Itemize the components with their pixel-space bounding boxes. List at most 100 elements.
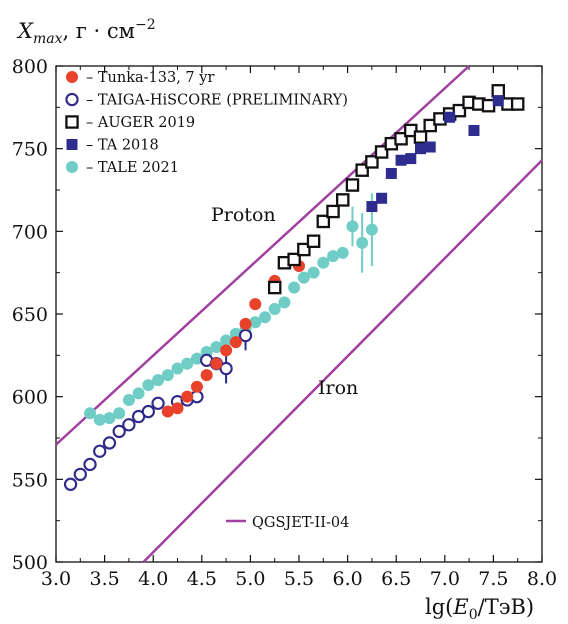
tale-2021-point <box>356 236 369 249</box>
ta-2018-point <box>395 154 407 166</box>
tale-2021-point <box>93 413 106 426</box>
legend-marker <box>66 71 78 83</box>
ta-2018-point <box>376 192 388 204</box>
proton-annotation: Proton <box>211 204 276 226</box>
tale-2021-point <box>327 250 340 263</box>
tunka-133-7-yr-point <box>171 402 184 415</box>
y-tick-label: 700 <box>12 221 48 243</box>
x-axis-title: lg(E0/ТэВ) <box>425 595 534 623</box>
x-tick-label: 5.5 <box>284 568 314 590</box>
tale-2021-point <box>258 311 271 324</box>
auger-2019-point <box>374 145 389 159</box>
tale-2021-point <box>181 357 194 370</box>
y-axis-title: Xmax, г · см−2 <box>16 17 156 47</box>
tale-2021-point <box>220 334 233 347</box>
tale-2021-point <box>142 379 155 392</box>
legend-marker <box>65 115 79 129</box>
ta-2018-point <box>366 201 378 213</box>
tunka-133-7-yr-point <box>229 336 242 349</box>
iron-model-line <box>142 159 543 563</box>
auger-2019-point <box>413 130 428 144</box>
ta-2018-point <box>415 143 426 155</box>
auger-2019-point <box>345 178 360 192</box>
auger-2019-point <box>316 214 331 229</box>
taiga-hiscore-preliminary-point <box>102 436 117 450</box>
tunka-133-7-yr-point <box>210 357 223 370</box>
tale-2021-point <box>161 369 174 382</box>
auger-2019-point <box>394 131 408 146</box>
tunka-133-7-yr-point <box>249 298 262 311</box>
tale-2021-point <box>365 223 378 236</box>
tale-2021-point <box>288 281 301 294</box>
taiga-hiscore-preliminary-point <box>238 328 253 343</box>
tale-2021-point <box>268 303 281 316</box>
auger-2019-point <box>335 193 350 207</box>
legend-label: – Tunka-133, 7 yr <box>86 70 214 86</box>
tunka-133-7-yr-point <box>161 405 174 418</box>
y-tick-label: 750 <box>12 139 48 161</box>
x-tick-label: 6.5 <box>381 568 411 590</box>
tale-2021-point <box>346 220 359 233</box>
ta-2018-point <box>468 124 480 136</box>
auger-2019-point <box>287 252 301 267</box>
ta-2018-point <box>424 141 436 153</box>
x-tick-label: 4.0 <box>138 568 168 590</box>
ta-2018-point <box>444 111 456 123</box>
taiga-hiscore-preliminary-point <box>151 396 165 410</box>
tunka-133-7-yr-point <box>200 369 213 382</box>
x-tick-label: 3.5 <box>89 568 119 590</box>
x-tick-label: 7.5 <box>478 568 508 590</box>
tale-2021-point <box>229 327 242 340</box>
taiga-hiscore-preliminary-point <box>73 467 87 482</box>
y-tick-label: 800 <box>12 56 48 78</box>
y-tick-label: 600 <box>12 387 48 409</box>
legend-label: – TA 2018 <box>86 138 159 154</box>
auger-2019-point <box>491 84 506 98</box>
legend-label: – AUGER 2019 <box>86 115 195 131</box>
y-tick-label: 650 <box>12 304 48 326</box>
model-curves <box>55 65 543 563</box>
tale-2021-point <box>307 266 320 279</box>
taiga-hiscore-preliminary-point <box>219 361 233 376</box>
auger-2019-point <box>306 234 321 249</box>
taiga-hiscore-preliminary-point <box>122 418 136 432</box>
auger-2019-point <box>481 98 496 113</box>
tale-2021-point <box>122 393 135 406</box>
auger-2019-point <box>510 97 525 111</box>
x-tick-label: 4.5 <box>187 568 217 590</box>
tale-2021-point <box>210 341 223 354</box>
auger-2019-point <box>326 204 340 219</box>
legend-label: – TAIGA-HiSCORE (PRELIMINARY) <box>86 93 348 109</box>
proton-model-line <box>55 65 470 446</box>
x-tick-label: 7.0 <box>430 568 460 590</box>
auger-2019-point <box>365 155 379 169</box>
y-tick-label: 500 <box>12 552 48 574</box>
taiga-hiscore-preliminary-point <box>63 477 78 491</box>
tale-2021-point <box>152 374 165 387</box>
legend-marker <box>66 139 78 150</box>
legend: – Tunka-133, 7 yr – TAIGA-HiSCORE (PRELIM… <box>65 70 348 176</box>
x-tick-label: 8.0 <box>527 568 557 590</box>
tale-2021-point <box>278 296 291 309</box>
tale-2021-point <box>132 387 145 400</box>
tale-2021-point <box>171 362 184 375</box>
auger-2019-point <box>355 163 369 177</box>
tale-2021-point <box>249 316 262 329</box>
taiga-hiscore-preliminary-point <box>141 404 155 419</box>
tale-2021-point <box>297 271 310 284</box>
tale-2021-point <box>103 412 116 425</box>
legend-label: – TALE 2021 <box>86 160 179 176</box>
tale-2021-point <box>336 246 349 259</box>
tunka-133-7-yr-point <box>190 380 203 393</box>
tunka-133-7-yr-point <box>239 317 252 330</box>
tale-2021-point <box>317 256 330 269</box>
x-tick-label: 5.0 <box>235 568 265 590</box>
tale-2021-point <box>84 407 97 420</box>
tunka-133-7-yr-point <box>220 344 233 357</box>
y-tick-label: 550 <box>12 469 48 491</box>
tale-2021-point <box>113 407 126 420</box>
auger-2019-point <box>267 280 282 295</box>
taiga-hiscore-preliminary-point <box>83 457 97 472</box>
legend-marker <box>65 92 79 107</box>
